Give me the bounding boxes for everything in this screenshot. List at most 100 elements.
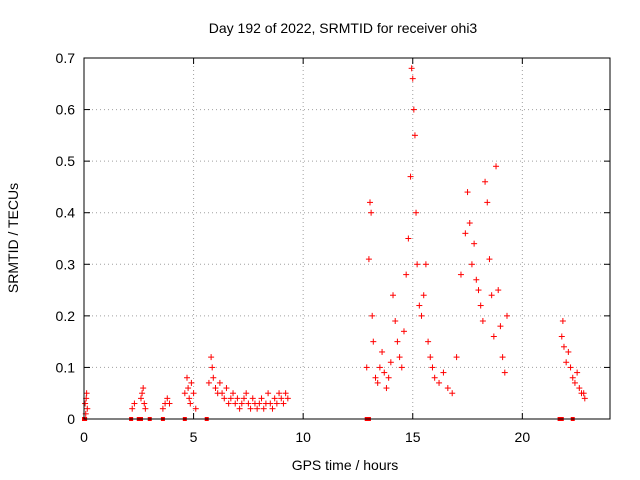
x-tick-label: 10 <box>295 429 311 445</box>
data-point <box>240 395 247 402</box>
data-point <box>376 364 383 371</box>
data-point <box>219 390 226 397</box>
data-point <box>565 348 572 355</box>
data-point <box>457 271 464 278</box>
y-tick-label: 0.5 <box>56 153 76 169</box>
data-point <box>468 261 475 268</box>
data-point <box>410 106 417 113</box>
data-point <box>188 379 195 386</box>
data-point <box>205 379 212 386</box>
data-point <box>142 405 149 412</box>
x-tick-label: 20 <box>515 429 531 445</box>
data-point <box>576 385 583 392</box>
chart-title: Day 192 of 2022, SRMTID for receiver ohi… <box>209 20 478 36</box>
data-point <box>238 400 245 407</box>
data-point <box>392 318 399 325</box>
data-point <box>284 395 291 402</box>
axis-ticks: 0 0.1 0.2 0.3 0.4 0.5 0.6 0.7 0 5 10 15 20 <box>56 50 610 445</box>
data-point <box>473 276 480 283</box>
data-point <box>131 400 138 407</box>
data-point <box>186 395 193 402</box>
data-point <box>230 390 237 397</box>
data-point <box>249 395 256 402</box>
data-point <box>265 390 272 397</box>
data-point <box>574 369 581 376</box>
y-tick-label: 0.2 <box>56 308 76 324</box>
data-point <box>84 405 91 412</box>
data-point <box>499 354 506 361</box>
data-point <box>503 312 510 319</box>
data-point <box>367 199 374 206</box>
data-point <box>187 400 194 407</box>
data-point <box>387 359 394 366</box>
data-point <box>427 354 434 361</box>
plot-frame <box>83 57 611 420</box>
data-point <box>254 405 261 412</box>
data-point <box>256 400 263 407</box>
data-point <box>475 287 482 294</box>
data-point <box>429 364 436 371</box>
data-point <box>210 374 217 381</box>
y-tick-label: 0.6 <box>56 102 76 118</box>
data-point <box>245 400 252 407</box>
data-point <box>209 364 216 371</box>
data-point <box>383 385 390 392</box>
x-tick-label: 5 <box>190 429 198 445</box>
data-point <box>490 333 497 340</box>
data-point <box>403 271 410 278</box>
data-point <box>370 338 377 345</box>
data-point <box>365 256 372 263</box>
data-point <box>139 390 146 397</box>
y-tick-label: 0.1 <box>56 359 76 375</box>
y-tick-label: 0.7 <box>56 50 76 66</box>
data-points <box>82 65 588 417</box>
data-point <box>258 395 265 402</box>
data-point <box>466 220 473 227</box>
data-point <box>273 400 280 407</box>
data-point <box>83 390 90 397</box>
data-point <box>236 405 243 412</box>
data-point <box>216 379 223 386</box>
data-point <box>581 395 588 402</box>
data-point <box>408 65 415 72</box>
y-tick-label: 0 <box>67 411 75 427</box>
y-tick-label: 0.3 <box>56 256 76 272</box>
data-point <box>425 338 432 345</box>
data-point <box>368 209 375 216</box>
data-point <box>379 348 386 355</box>
data-point <box>363 364 370 371</box>
data-point <box>567 364 574 371</box>
data-point <box>129 405 136 412</box>
data-point <box>181 390 188 397</box>
data-point <box>440 369 447 376</box>
data-point <box>414 261 421 268</box>
data-point <box>563 359 570 366</box>
data-point <box>405 235 412 242</box>
data-point <box>247 405 254 412</box>
data-point <box>159 405 166 412</box>
data-point <box>418 312 425 319</box>
data-point <box>449 390 456 397</box>
data-point <box>232 400 239 407</box>
data-point <box>422 261 429 268</box>
data-point <box>381 369 388 376</box>
data-point <box>580 390 587 397</box>
data-point <box>137 395 144 402</box>
data-point <box>495 287 502 294</box>
data-point <box>372 374 379 381</box>
grid <box>84 58 610 419</box>
data-point <box>444 385 451 392</box>
x-tick-label: 15 <box>405 429 421 445</box>
data-point <box>396 354 403 361</box>
data-point <box>409 75 416 82</box>
data-point <box>369 312 376 319</box>
data-point <box>477 302 484 309</box>
data-point <box>223 385 230 392</box>
data-point <box>394 338 401 345</box>
data-point <box>559 318 566 325</box>
data-point <box>488 292 495 299</box>
data-point <box>184 374 191 381</box>
data-point <box>190 390 197 397</box>
data-point <box>416 302 423 309</box>
data-point <box>234 395 241 402</box>
